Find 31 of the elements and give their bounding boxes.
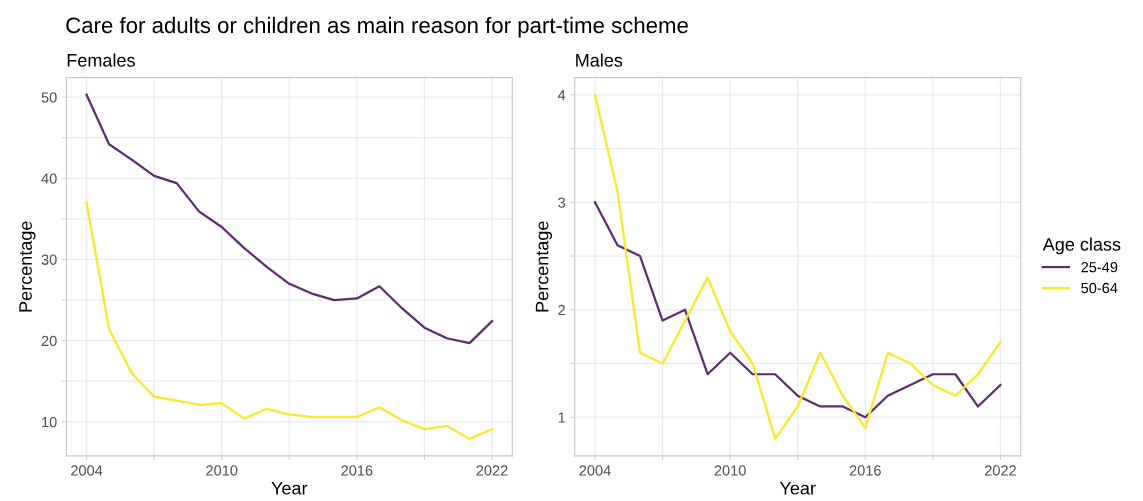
y-tick-label: 30 — [41, 254, 57, 265]
chart-subtitle: Males — [576, 53, 623, 67]
x-tick-label: 2022 — [984, 465, 1016, 476]
x-tick-label: 2004 — [71, 465, 103, 476]
x-tick-label: 2010 — [714, 465, 746, 476]
y-tick-label: 20 — [41, 335, 57, 347]
chart-subtitle: Females — [67, 53, 135, 67]
line-series — [85, 201, 494, 440]
line-series — [593, 201, 1002, 419]
x-tick-label: 2010 — [206, 465, 238, 476]
line-series — [593, 93, 1002, 440]
y-tick-label: 10 — [42, 416, 57, 428]
y-tick-label: 3 — [558, 197, 566, 208]
x-tick-label: 2016 — [341, 465, 373, 476]
y-tick-label: 1 — [558, 412, 565, 423]
y-axis-title: Percentage — [535, 221, 553, 312]
line-series — [85, 93, 494, 345]
x-tick-label: 2022 — [476, 465, 508, 476]
x-axis-title: Year — [271, 481, 308, 495]
y-tick-label: 2 — [558, 304, 565, 316]
legend-label: 50-64 — [1081, 282, 1118, 294]
y-tick-label: 50 — [41, 92, 57, 103]
legend-title: Age class — [1042, 237, 1121, 255]
x-tick-label: 2004 — [579, 465, 611, 476]
y-tick-label: 40 — [41, 173, 57, 184]
x-axis-title: Year — [779, 481, 816, 495]
x-tick-label: 2016 — [849, 465, 881, 476]
y-tick-label: 4 — [557, 90, 566, 101]
legend-label: 25-49 — [1081, 261, 1118, 273]
y-axis-title: Percentage — [19, 221, 36, 312]
chart-title: Care for adults or children as main reason for part-time scheme — [66, 16, 688, 38]
